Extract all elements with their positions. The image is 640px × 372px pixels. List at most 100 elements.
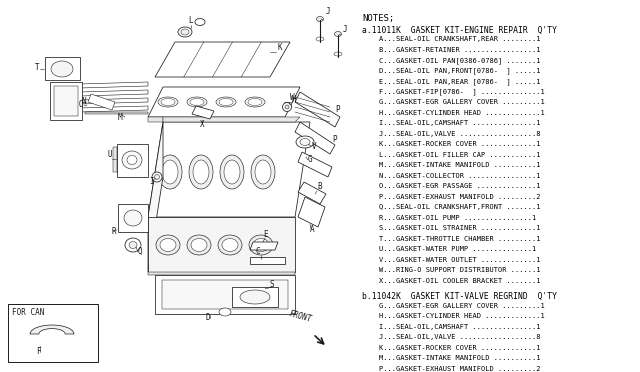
Text: O: O: [79, 100, 84, 109]
Ellipse shape: [156, 235, 180, 255]
Text: R...GASKET-OIL PUMP ................1: R...GASKET-OIL PUMP ................1: [362, 215, 536, 221]
Ellipse shape: [253, 238, 269, 251]
Polygon shape: [162, 280, 288, 309]
Polygon shape: [85, 112, 148, 114]
Text: E: E: [263, 230, 268, 239]
Text: U: U: [108, 150, 113, 159]
Text: P...GASKET-EXHAUST MANIFOLD .........2: P...GASKET-EXHAUST MANIFOLD .........2: [362, 366, 541, 372]
Text: a.11011K  GASKET KIT-ENGINE REPAIR  Q'TY: a.11011K GASKET KIT-ENGINE REPAIR Q'TY: [362, 26, 557, 35]
Ellipse shape: [248, 99, 262, 106]
Ellipse shape: [251, 155, 275, 189]
Ellipse shape: [125, 238, 141, 252]
Text: S: S: [270, 280, 275, 289]
Text: T: T: [35, 63, 40, 72]
Ellipse shape: [218, 235, 242, 255]
Text: P...GASKET-EXHAUST MANIFOLD .........2: P...GASKET-EXHAUST MANIFOLD .........2: [362, 193, 541, 199]
Polygon shape: [54, 86, 78, 116]
Polygon shape: [118, 204, 148, 232]
Ellipse shape: [240, 290, 270, 304]
Polygon shape: [148, 122, 163, 272]
Ellipse shape: [161, 99, 175, 106]
Polygon shape: [295, 92, 340, 127]
Polygon shape: [298, 197, 325, 227]
Text: C: C: [256, 247, 260, 256]
Text: I...SEAL-OIL,CAMSHAFT ...............1: I...SEAL-OIL,CAMSHAFT ...............1: [362, 120, 541, 126]
Text: V: V: [312, 142, 317, 151]
Ellipse shape: [187, 235, 211, 255]
Ellipse shape: [282, 103, 291, 112]
Text: U...GASKET-WATER PUMP ..............1: U...GASKET-WATER PUMP ..............1: [362, 246, 536, 252]
Ellipse shape: [191, 238, 207, 251]
Ellipse shape: [122, 151, 142, 169]
Text: J...SEAL-OIL,VALVE ..................8: J...SEAL-OIL,VALVE ..................8: [362, 131, 541, 137]
Polygon shape: [148, 87, 300, 117]
Text: S...GASKET-OIL STRAINER .............1: S...GASKET-OIL STRAINER .............1: [362, 225, 541, 231]
Text: B...GASKET-RETAINER .................1: B...GASKET-RETAINER .................1: [362, 46, 541, 52]
Text: O...GASKET-EGR PASSAGE ..............1: O...GASKET-EGR PASSAGE ..............1: [362, 183, 541, 189]
Ellipse shape: [220, 155, 244, 189]
Text: E...SEAL-OIL PAN,REAR [0786-  ] .....1: E...SEAL-OIL PAN,REAR [0786- ] .....1: [362, 78, 541, 85]
Text: W...RING-O SUPPORT DISTRIBUTOR ......1: W...RING-O SUPPORT DISTRIBUTOR ......1: [362, 267, 541, 273]
Text: N: N: [82, 97, 86, 106]
Ellipse shape: [51, 61, 73, 77]
Ellipse shape: [160, 238, 176, 251]
Polygon shape: [148, 117, 163, 122]
Ellipse shape: [296, 136, 314, 148]
Polygon shape: [80, 82, 148, 88]
Ellipse shape: [255, 160, 271, 184]
Text: I...SEAL-OIL,CAMSHAFT ...............1: I...SEAL-OIL,CAMSHAFT ...............1: [362, 324, 541, 330]
Polygon shape: [163, 117, 300, 122]
Text: F: F: [36, 347, 40, 356]
Polygon shape: [148, 217, 295, 272]
Polygon shape: [192, 106, 214, 119]
Polygon shape: [30, 325, 74, 334]
Text: Q: Q: [138, 247, 143, 256]
Polygon shape: [80, 106, 148, 112]
Ellipse shape: [195, 19, 205, 26]
Text: G...GASKET-EGR GALLERY COVER .........1: G...GASKET-EGR GALLERY COVER .........1: [362, 303, 545, 309]
Text: L: L: [189, 16, 193, 25]
Text: P: P: [335, 105, 340, 114]
Ellipse shape: [154, 174, 159, 180]
Text: C...GASKET-OIL PAN[0386-0786] .......1: C...GASKET-OIL PAN[0386-0786] .......1: [362, 57, 541, 64]
Polygon shape: [250, 257, 285, 264]
Ellipse shape: [124, 210, 142, 226]
Text: X: X: [200, 120, 205, 129]
Text: G: G: [308, 155, 312, 164]
Text: J: J: [326, 7, 331, 16]
Text: FOR CAN: FOR CAN: [12, 308, 44, 317]
Ellipse shape: [158, 97, 178, 107]
Text: L...GASKET-OIL FILLER CAP ...........1: L...GASKET-OIL FILLER CAP ...........1: [362, 151, 541, 158]
Polygon shape: [298, 182, 326, 204]
Ellipse shape: [316, 37, 324, 41]
Ellipse shape: [219, 99, 233, 106]
Polygon shape: [232, 287, 278, 307]
Ellipse shape: [249, 235, 273, 255]
Ellipse shape: [285, 105, 289, 109]
Bar: [8, 304, 98, 362]
Ellipse shape: [190, 99, 204, 106]
Ellipse shape: [219, 308, 231, 316]
Text: M: M: [118, 113, 123, 122]
Text: H...GASKET-CYLINDER HEAD .............1: H...GASKET-CYLINDER HEAD .............1: [362, 313, 545, 319]
Text: J: J: [343, 25, 348, 34]
Text: H...GASKET-CYLINDER HEAD .............1: H...GASKET-CYLINDER HEAD .............1: [362, 109, 545, 116]
Polygon shape: [117, 144, 148, 177]
Text: F...GASKET-FIP[0786-  ] ..............1: F...GASKET-FIP[0786- ] ..............1: [362, 89, 545, 95]
Text: K: K: [277, 43, 282, 52]
Ellipse shape: [152, 172, 162, 182]
Ellipse shape: [334, 52, 342, 56]
Text: X...GASKET-OIL COOLER BRACKET .......1: X...GASKET-OIL COOLER BRACKET .......1: [362, 278, 541, 283]
Text: T...GASKET-THROTTLE CHAMBER .........1: T...GASKET-THROTTLE CHAMBER .........1: [362, 235, 541, 241]
Ellipse shape: [127, 155, 137, 164]
Text: R: R: [112, 227, 116, 236]
Polygon shape: [298, 152, 332, 177]
Text: M...GASKET-INTAKE MANIFOLD ..........1: M...GASKET-INTAKE MANIFOLD ..........1: [362, 162, 541, 168]
Text: H: H: [292, 95, 296, 104]
Ellipse shape: [224, 160, 240, 184]
Polygon shape: [155, 42, 290, 77]
Text: A: A: [310, 225, 315, 234]
Ellipse shape: [129, 241, 137, 248]
Text: NOTES;: NOTES;: [362, 14, 394, 23]
Ellipse shape: [187, 97, 207, 107]
